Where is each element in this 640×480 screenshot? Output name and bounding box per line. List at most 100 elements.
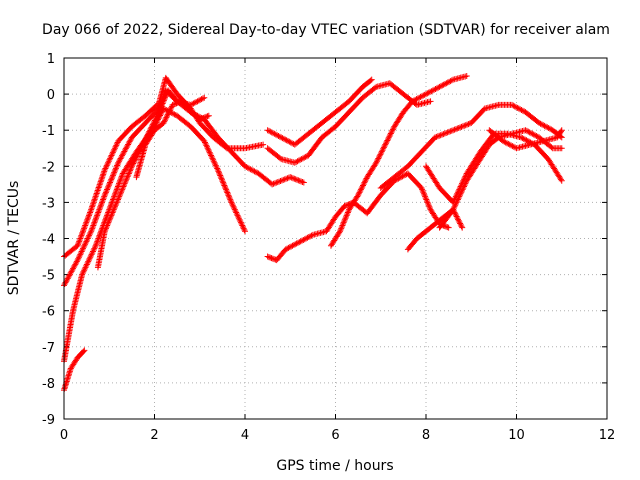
data-point — [305, 234, 312, 241]
data-point — [108, 210, 115, 217]
data-point — [83, 238, 90, 245]
data-point — [106, 180, 113, 187]
data-point — [501, 138, 508, 145]
data-point — [456, 219, 463, 226]
data-point — [73, 258, 80, 265]
data-point — [103, 223, 110, 230]
data-point — [120, 183, 127, 190]
data-point — [94, 212, 101, 219]
y-axis-ticks: -9 -8 -7 -6 -5 -4 -3 -2 -1 0 1 — [42, 52, 607, 428]
data-point — [161, 96, 168, 103]
data-point — [84, 215, 91, 222]
data-point — [252, 169, 259, 176]
data-point — [511, 103, 518, 110]
data-point — [515, 105, 522, 112]
data-point — [119, 186, 126, 193]
data-point — [219, 178, 226, 185]
data-point — [416, 94, 423, 101]
data-point — [242, 228, 248, 235]
data-point — [118, 187, 125, 194]
data-point — [280, 176, 287, 183]
data-point — [91, 196, 98, 203]
data-point — [355, 192, 362, 199]
data-point — [104, 185, 111, 192]
data-point — [454, 190, 461, 197]
data-point — [271, 180, 278, 187]
data-point — [443, 223, 450, 230]
data-point — [289, 175, 296, 182]
data-point — [296, 239, 303, 246]
data-point — [428, 88, 435, 95]
data-point — [419, 187, 426, 194]
data-point — [209, 155, 216, 162]
data-point — [109, 151, 116, 158]
data-point — [218, 176, 225, 183]
data-point — [92, 216, 99, 223]
data-point — [545, 125, 552, 132]
data-point — [100, 171, 107, 178]
data-point — [195, 97, 202, 104]
data-point — [210, 156, 217, 163]
data-point — [112, 165, 119, 172]
data-point — [85, 258, 92, 265]
data-point — [152, 116, 159, 123]
data-point — [282, 136, 289, 143]
data-point — [297, 238, 304, 245]
data-point — [233, 209, 240, 216]
data-point — [116, 192, 123, 199]
data-point — [105, 159, 112, 166]
data-point — [526, 129, 533, 136]
data-point — [275, 132, 282, 139]
data-point — [447, 128, 454, 135]
data-point — [81, 223, 88, 230]
data-point — [523, 127, 530, 134]
data-point — [289, 242, 296, 249]
data-point — [163, 114, 170, 121]
data-point — [101, 228, 108, 235]
data-point — [76, 236, 83, 243]
data-point — [273, 179, 280, 186]
data-point — [111, 203, 118, 210]
data-point — [509, 143, 516, 150]
data-point — [433, 133, 440, 140]
x-tick-label: 2 — [150, 428, 158, 443]
data-point — [295, 157, 302, 164]
data-point — [218, 175, 225, 182]
data-point — [101, 166, 108, 173]
data-point — [83, 218, 90, 225]
x-axis-label: GPS time / hours — [276, 458, 393, 474]
data-point — [153, 113, 160, 120]
data-point — [103, 162, 110, 169]
data-point — [116, 193, 123, 200]
data-point — [203, 142, 210, 149]
data-point — [131, 157, 138, 164]
data-point — [108, 176, 115, 183]
data-point — [214, 166, 221, 173]
data-point — [459, 179, 466, 186]
data-point — [133, 153, 140, 160]
data-point — [519, 135, 526, 142]
data-point — [389, 126, 396, 133]
data-point — [105, 158, 112, 165]
data-point — [92, 242, 99, 249]
data-point — [421, 192, 428, 199]
data-point — [344, 209, 351, 216]
data-point — [274, 132, 281, 139]
x-tick-label: 0 — [60, 428, 68, 443]
data-point — [165, 110, 172, 117]
data-point — [121, 182, 128, 189]
data-point — [286, 138, 293, 145]
data-point — [149, 121, 156, 128]
data-point — [237, 219, 244, 226]
data-point — [360, 181, 367, 188]
data-point — [240, 225, 247, 232]
data-point — [215, 168, 222, 175]
data-point — [113, 187, 120, 194]
data-point — [95, 184, 102, 191]
data-point — [207, 151, 214, 158]
data-point — [116, 180, 123, 187]
data-point — [427, 98, 434, 105]
data-point — [97, 202, 104, 209]
data-point — [117, 177, 124, 184]
data-point — [151, 117, 158, 124]
